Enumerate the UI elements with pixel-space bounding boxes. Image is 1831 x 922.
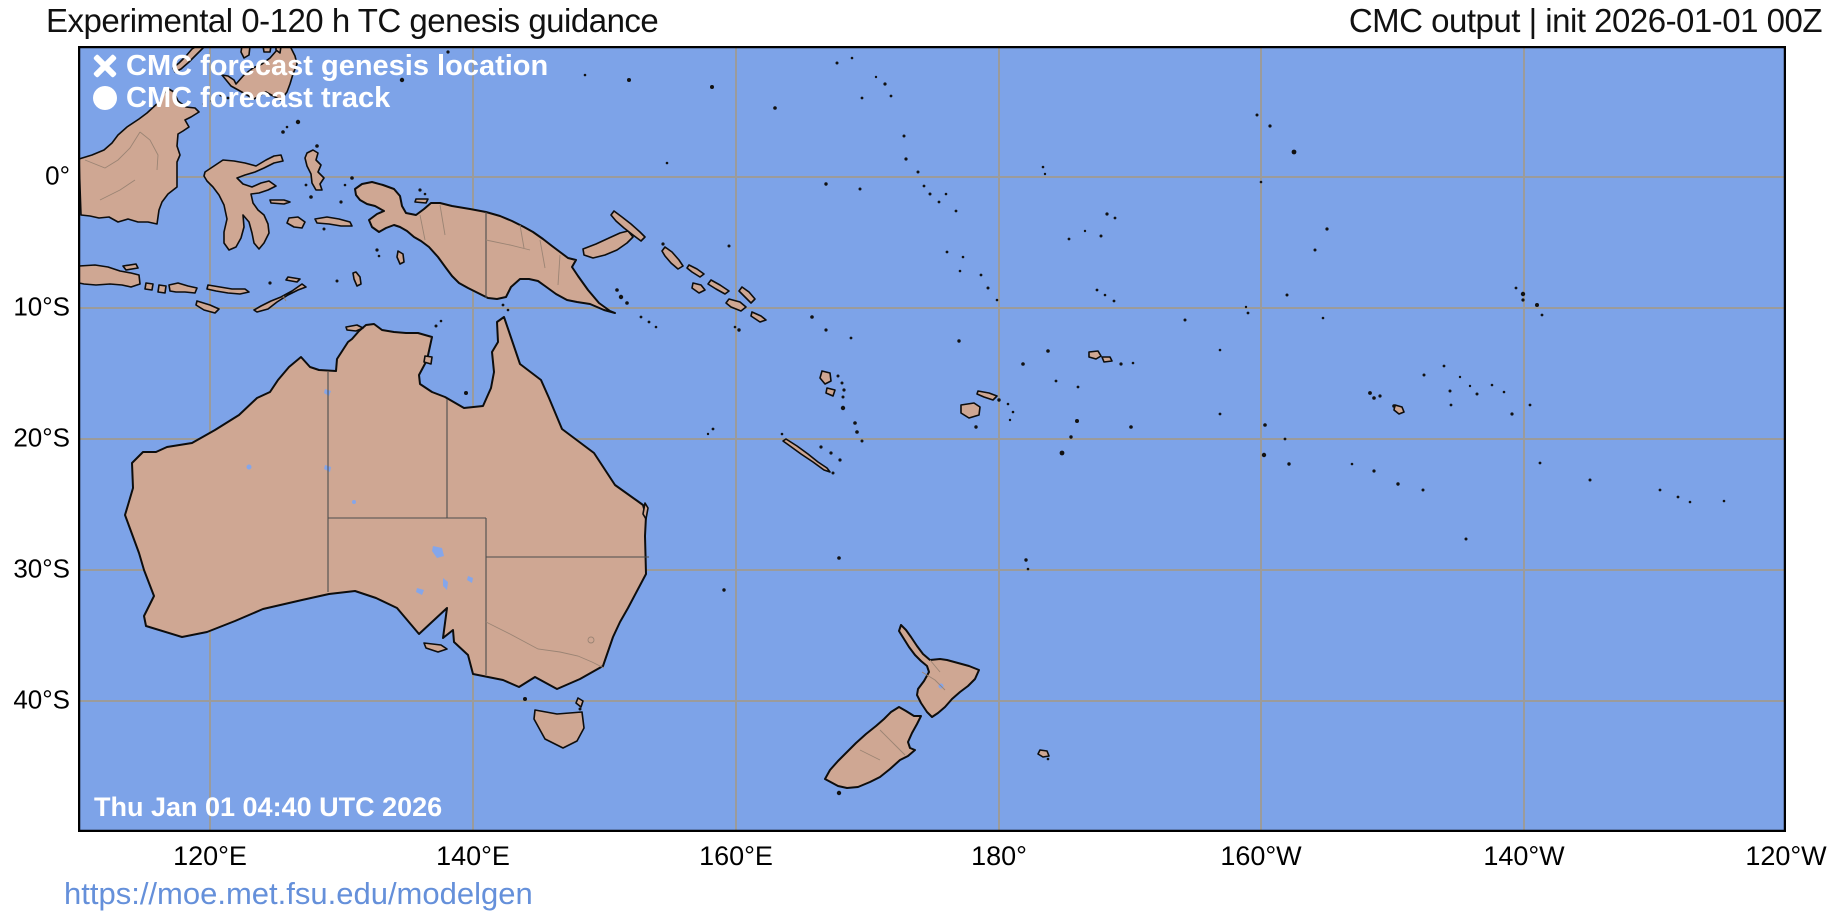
lake-eyre xyxy=(432,546,444,558)
new-guinea xyxy=(354,181,616,314)
mindanao xyxy=(221,46,298,101)
source-url-link[interactable]: https://moe.met.fsu.edu/modelgen xyxy=(64,876,533,911)
flinders-island xyxy=(575,697,584,708)
lat-label-0: 0° xyxy=(45,160,70,191)
borneo xyxy=(78,87,200,225)
vanua-levu xyxy=(976,390,998,401)
x-marker-icon xyxy=(92,53,118,79)
lake-amadeus xyxy=(352,500,356,504)
makira xyxy=(750,311,767,323)
lake-gairdner xyxy=(416,588,424,595)
wetar xyxy=(285,276,301,283)
lakes xyxy=(246,389,944,689)
lon-label-140w: 140°W xyxy=(1483,841,1565,871)
lon-label-140e: 140°E xyxy=(436,841,510,871)
viti-levu xyxy=(960,402,981,419)
lake-frome xyxy=(467,576,473,583)
upolu xyxy=(1101,356,1113,363)
groote-eylandt xyxy=(423,355,433,365)
sulawesi xyxy=(203,154,284,251)
timor xyxy=(253,283,307,313)
sumba xyxy=(195,300,220,314)
new-britain xyxy=(582,230,634,259)
legend-track-row: CMC forecast track xyxy=(92,82,548,114)
circle-marker-icon xyxy=(92,85,118,111)
lon-label-120w: 120°W xyxy=(1745,841,1827,871)
java-east xyxy=(78,264,141,288)
lon-label-160e: 160°E xyxy=(699,841,773,871)
legend-track-label: CMC forecast track xyxy=(126,82,391,114)
page-title: Experimental 0-120 h TC genesis guidance xyxy=(46,2,659,39)
palawan xyxy=(172,46,206,73)
act-border xyxy=(587,636,595,644)
lake-dora xyxy=(246,464,252,470)
new-ireland xyxy=(610,210,646,242)
lon-label-180: 180° xyxy=(971,841,1027,871)
flores xyxy=(206,284,250,295)
map-timestamp: Thu Jan 01 04:40 UTC 2026 xyxy=(94,792,443,822)
visayas xyxy=(240,46,251,59)
map-svg xyxy=(78,46,1786,832)
new-georgia xyxy=(691,282,706,294)
buru xyxy=(286,216,306,229)
halmahera xyxy=(304,149,325,191)
savaii xyxy=(1088,350,1102,360)
new-caledonia xyxy=(782,438,831,473)
malaita xyxy=(738,286,756,304)
nz-south-island xyxy=(824,706,922,789)
tasmania xyxy=(533,709,585,749)
admin-borders xyxy=(84,131,946,761)
lombok xyxy=(157,284,167,294)
melville-island xyxy=(345,324,364,332)
kangaroo-island xyxy=(423,642,448,653)
aru xyxy=(396,250,405,265)
bali xyxy=(144,282,154,291)
sula xyxy=(269,199,291,205)
legend: CMC forecast genesis location CMC foreca… xyxy=(92,50,548,114)
santa-isabel xyxy=(707,279,730,295)
legend-genesis-label: CMC forecast genesis location xyxy=(126,50,549,82)
lat-label-40s: 40°S xyxy=(13,684,70,715)
espiritu-santo xyxy=(819,370,832,385)
lat-label-20s: 20°S xyxy=(13,422,70,453)
yapen xyxy=(414,198,429,204)
lon-label-160w: 160°W xyxy=(1220,841,1302,871)
malakula xyxy=(825,387,836,397)
fraser-island xyxy=(642,502,649,520)
guadalcanal xyxy=(725,298,747,312)
legend-genesis-row: CMC forecast genesis location xyxy=(92,50,548,82)
chatham-islands xyxy=(1037,749,1050,758)
lake-torrens xyxy=(443,578,448,590)
small-islands xyxy=(202,50,1726,796)
lon-label-120e: 120°E xyxy=(173,841,247,871)
lat-label-10s: 10°S xyxy=(13,291,70,322)
lat-label-30s: 30°S xyxy=(13,553,70,584)
australia xyxy=(124,316,647,690)
sumbawa xyxy=(168,282,198,294)
map-border xyxy=(78,46,1786,832)
choiseul xyxy=(686,264,705,278)
map-frame xyxy=(78,46,1786,832)
tanimbar xyxy=(352,271,362,287)
seram xyxy=(314,216,353,227)
madura xyxy=(122,263,139,271)
bougainville xyxy=(661,246,684,270)
model-init-title: CMC output | init 2026-01-01 00Z xyxy=(1348,2,1823,39)
tahiti xyxy=(1393,404,1405,415)
